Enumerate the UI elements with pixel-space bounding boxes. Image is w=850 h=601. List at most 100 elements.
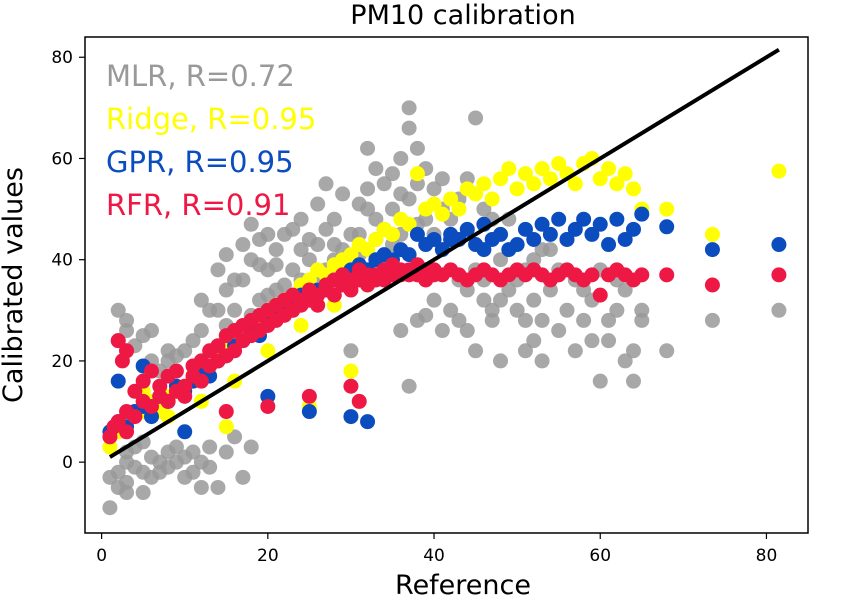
data-point [202, 439, 218, 455]
data-point [517, 221, 533, 237]
legend-entry: GPR, R=0.95 [106, 145, 294, 179]
data-point [551, 156, 567, 172]
data-point [268, 242, 284, 258]
data-point [426, 181, 442, 197]
data-point [542, 226, 558, 242]
data-point [110, 373, 126, 389]
data-point [343, 363, 359, 379]
data-point [177, 343, 193, 359]
data-point [542, 242, 558, 258]
data-point [409, 166, 425, 182]
data-point [343, 247, 359, 263]
data-point [384, 166, 400, 182]
data-point [609, 302, 625, 318]
data-point [601, 237, 617, 253]
y-tick-label: 80 [51, 48, 73, 68]
data-point [617, 166, 633, 182]
data-point [526, 292, 542, 308]
data-point [293, 242, 309, 258]
data-point [704, 242, 720, 258]
data-point [260, 398, 276, 414]
data-point [110, 333, 126, 349]
data-point [493, 292, 509, 308]
y-axis-label: Calibrated values [0, 167, 29, 403]
data-point [426, 292, 442, 308]
data-point [185, 464, 201, 480]
data-point [559, 302, 575, 318]
data-point [567, 176, 583, 192]
data-point [476, 292, 492, 308]
data-point [127, 383, 143, 399]
y-tick-label: 20 [51, 352, 73, 372]
data-point [227, 429, 243, 445]
data-point [368, 161, 384, 177]
data-point [401, 191, 417, 207]
data-point [517, 343, 533, 359]
y-axis-ticks: 0 20 40 60 80 [51, 48, 85, 473]
data-point [625, 181, 641, 197]
data-point [592, 287, 608, 303]
x-tick-label: 0 [96, 546, 107, 566]
data-point [360, 181, 376, 197]
data-point [401, 378, 417, 394]
y-tick-label: 0 [62, 453, 73, 473]
data-point [426, 196, 442, 212]
data-point [185, 333, 201, 349]
data-point [601, 161, 617, 177]
data-point [468, 343, 484, 359]
data-point [601, 333, 617, 349]
data-point [771, 237, 787, 253]
data-point [401, 247, 417, 263]
data-point [584, 226, 600, 242]
y-tick-label: 60 [51, 149, 73, 169]
data-point [426, 231, 442, 247]
data-point [409, 140, 425, 156]
data-point [218, 419, 234, 435]
data-point [609, 211, 625, 227]
data-point [476, 242, 492, 258]
data-point [360, 242, 376, 258]
data-point [235, 272, 251, 288]
data-point [310, 196, 326, 212]
data-point [526, 333, 542, 349]
data-point [468, 110, 484, 126]
data-point [301, 404, 317, 420]
data-point [227, 302, 243, 318]
data-point [260, 226, 276, 242]
data-point [127, 409, 143, 425]
data-point [459, 323, 475, 339]
data-point [318, 176, 334, 192]
reference-line-layer [108, 47, 780, 459]
data-point [218, 282, 234, 298]
data-point [168, 439, 184, 455]
data-point [351, 393, 367, 409]
data-point [193, 373, 209, 389]
data-point [276, 277, 292, 293]
data-point [584, 333, 600, 349]
data-point [443, 302, 459, 318]
data-point [771, 163, 787, 179]
x-tick-label: 20 [257, 546, 279, 566]
data-point [119, 312, 135, 328]
points-layer [102, 100, 787, 516]
data-point [517, 312, 533, 328]
data-point [268, 257, 284, 273]
data-point [218, 444, 234, 460]
data-point [384, 201, 400, 217]
data-point [393, 323, 409, 339]
data-point [493, 252, 509, 268]
data-point [102, 500, 118, 516]
data-point [193, 323, 209, 339]
data-point [326, 211, 342, 227]
series-3 [102, 257, 787, 445]
data-point [119, 485, 135, 501]
data-point [468, 186, 484, 202]
data-point [285, 221, 301, 237]
data-point [617, 231, 633, 247]
data-point [119, 424, 135, 440]
data-point [343, 343, 359, 359]
data-point [434, 206, 450, 222]
data-point [119, 343, 135, 359]
data-point [484, 191, 500, 207]
data-point [343, 409, 359, 425]
